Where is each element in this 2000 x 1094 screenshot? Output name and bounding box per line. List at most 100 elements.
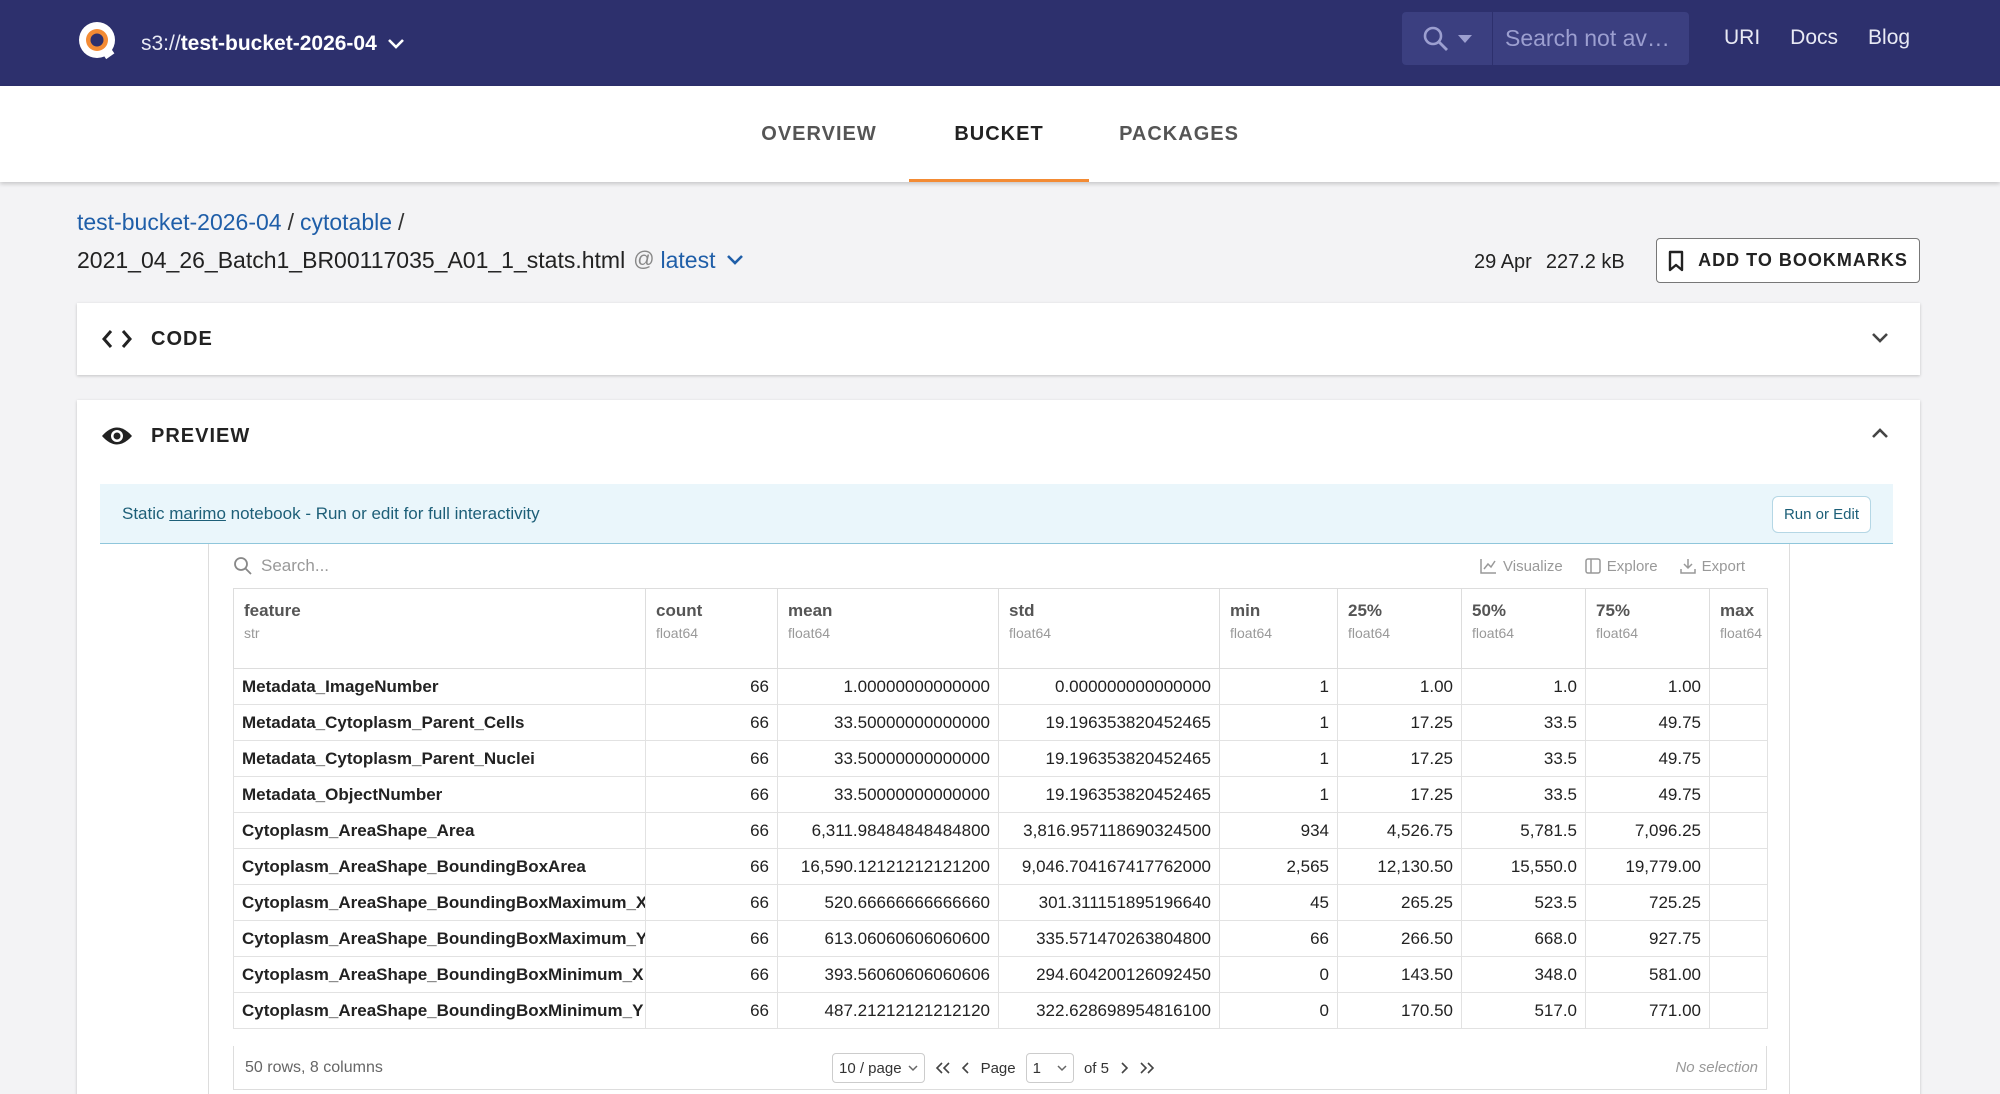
table-row[interactable]: Cytoplasm_AreaShape_BoundingBoxMaximum_X… <box>233 884 1768 921</box>
table-row[interactable]: Cytoplasm_AreaShape_BoundingBoxMaximum_Y… <box>233 920 1768 957</box>
search-input[interactable]: Search not av… <box>1505 25 1670 51</box>
table-row[interactable]: Metadata_ObjectNumber 66 33.50000000000000… <box>233 776 1768 813</box>
column-name: 75% <box>1596 601 1631 620</box>
row-summary: 50 rows, 8 columns <box>245 1058 383 1076</box>
tab-packages[interactable]: PACKAGES <box>1119 122 1239 145</box>
top-links: URI Docs Blog <box>1724 24 1910 52</box>
column-dtype: float64 <box>1472 625 1515 641</box>
uri-link[interactable]: URI <box>1724 26 1761 49</box>
page-count: of 5 <box>1083 1059 1109 1077</box>
table-row[interactable]: Cytoplasm_AreaShape_Area 66 6,311.98484848… <box>233 812 1768 849</box>
column-header[interactable]: 50% float64 <box>1461 588 1586 669</box>
value-cell: 19.196353820452465 <box>998 704 1220 741</box>
table-row[interactable]: Metadata_Cytoplasm_Parent_Cells 66 33.5000… <box>233 704 1768 741</box>
file-meta: 29 Apr 227.2 kB <box>1474 251 1625 274</box>
column-dtype: float64 <box>1596 625 1639 641</box>
page-size-select[interactable]: 10 / page <box>832 1053 925 1083</box>
table-search-input[interactable]: Search... <box>261 556 330 575</box>
value-cell: 66 <box>645 992 778 1029</box>
breadcrumb: test-bucket-2026-04/cytotable / <box>77 207 410 237</box>
feature-cell: Cytoplasm_AreaShape_BoundingBoxMinimum_X <box>233 956 646 993</box>
docs-link[interactable]: Docs <box>1790 26 1839 49</box>
column-dtype: float64 <box>1348 625 1391 641</box>
table-row[interactable]: Cytoplasm_AreaShape_BoundingBoxMinimum_Y… <box>233 992 1768 1029</box>
value-cell: 143.50 <box>1337 956 1462 993</box>
version-selector[interactable]: latest <box>660 247 716 273</box>
column-header[interactable]: mean float64 <box>777 588 999 669</box>
page-number-value: 1 <box>1032 1059 1041 1077</box>
search-mode-button[interactable] <box>1402 12 1493 65</box>
tab-bucket[interactable]: BUCKET <box>909 86 1089 182</box>
value-cell: 934 <box>1219 812 1338 849</box>
marimo-link[interactable]: marimo <box>169 503 226 523</box>
table-pager: 50 rows, 8 columns 10 / page Page 1 of 5… <box>233 1046 1767 1090</box>
export-button[interactable]: Export <box>1679 558 1745 575</box>
value-cell: 294.604200126092450 <box>998 956 1220 993</box>
file-title: 2021_04_26_Batch1_BR00117035_A01_1_stats… <box>77 245 744 275</box>
value-cell: 12,130.50 <box>1337 848 1462 885</box>
bucket-selector[interactable]: s3:// test-bucket-2026-04 <box>141 24 405 64</box>
column-header[interactable]: min float64 <box>1219 588 1338 669</box>
value-cell: 1.00 <box>1337 668 1462 705</box>
add-to-bookmarks-label: ADD TO BOOKMARKS <box>1698 250 1908 270</box>
feature-cell: Cytoplasm_AreaShape_BoundingBoxMinimum_Y <box>233 992 646 1029</box>
feature-cell: Metadata_ImageNumber <box>233 668 646 705</box>
column-header[interactable]: std float64 <box>998 588 1220 669</box>
column-header[interactable]: 75% float64 <box>1585 588 1710 669</box>
explore-button[interactable]: Explore <box>1585 558 1658 575</box>
bookmark-icon <box>1668 250 1684 271</box>
column-header[interactable]: feature str <box>233 588 646 669</box>
value-cell: 49.75 <box>1585 776 1710 813</box>
breadcrumb-folder-link[interactable]: cytotable <box>299 209 393 235</box>
file-size: 227.2 kB <box>1545 251 1625 273</box>
breadcrumb-bucket-link[interactable]: test-bucket-2026-04 <box>77 209 282 235</box>
first-page-icon[interactable] <box>935 1062 951 1074</box>
chevron-up-icon[interactable] <box>1870 424 1890 444</box>
value-cell <box>1709 812 1768 849</box>
value-cell: 66 <box>645 956 778 993</box>
breadcrumb-separator: / <box>287 209 294 235</box>
tab-overview[interactable]: OVERVIEW <box>761 122 877 145</box>
visualize-button[interactable]: Visualize <box>1480 558 1563 575</box>
table-row[interactable]: Metadata_ImageNumber 66 1.00000000000000 0.… <box>233 668 1768 705</box>
value-cell: 17.25 <box>1337 704 1462 741</box>
value-cell: 15,550.0 <box>1461 848 1586 885</box>
value-cell <box>1709 848 1768 885</box>
value-cell: 17.25 <box>1337 740 1462 777</box>
chevron-down-icon[interactable] <box>1870 327 1890 347</box>
value-cell: 66 <box>645 884 778 921</box>
value-cell <box>1709 956 1768 993</box>
pagination-controls: 10 / page Page 1 of 5 <box>832 1053 1155 1083</box>
value-cell <box>1709 884 1768 921</box>
value-cell <box>1709 992 1768 1029</box>
last-page-icon[interactable] <box>1139 1062 1155 1074</box>
preview-panel-header[interactable]: PREVIEW <box>101 400 250 472</box>
run-or-edit-button[interactable]: Run or Edit <box>1771 496 1871 533</box>
page-number-select[interactable]: 1 <box>1025 1053 1074 1083</box>
table-row[interactable]: Metadata_Cytoplasm_Parent_Nuclei 66 33.500… <box>233 740 1768 777</box>
feature-cell: Metadata_Cytoplasm_Parent_Cells <box>233 704 646 741</box>
value-cell: 1.00000000000000 <box>777 668 999 705</box>
feature-cell: Cytoplasm_AreaShape_Area <box>233 812 646 849</box>
value-cell: 725.25 <box>1585 884 1710 921</box>
column-header[interactable]: count float64 <box>645 588 778 669</box>
value-cell: 335.571470263804800 <box>998 920 1220 957</box>
table-row[interactable]: Cytoplasm_AreaShape_BoundingBoxMinimum_X… <box>233 956 1768 993</box>
column-dtype: float64 <box>1009 625 1052 641</box>
column-header[interactable]: 25% float64 <box>1337 588 1462 669</box>
code-panel[interactable]: CODE <box>77 303 1920 375</box>
top-bar: s3:// test-bucket-2026-04 Search not av…… <box>0 0 2000 86</box>
quilt-logo-icon[interactable] <box>77 20 117 60</box>
value-cell: 613.06060606060600 <box>777 920 999 957</box>
column-header[interactable]: max float64 <box>1709 588 1768 669</box>
blog-link[interactable]: Blog <box>1868 26 1911 49</box>
value-cell <box>1709 776 1768 813</box>
value-cell: 523.5 <box>1461 884 1586 921</box>
table-actions: Visualize Explore Export <box>1480 544 1745 588</box>
table-row[interactable]: Cytoplasm_AreaShape_BoundingBoxArea 66 16,… <box>233 848 1768 885</box>
add-to-bookmarks-button[interactable]: ADD TO BOOKMARKS <box>1656 238 1920 283</box>
prev-page-icon[interactable] <box>961 1062 971 1074</box>
next-page-icon[interactable] <box>1119 1062 1129 1074</box>
caret-down-icon <box>1458 34 1472 43</box>
chevron-down-icon[interactable] <box>726 254 744 266</box>
